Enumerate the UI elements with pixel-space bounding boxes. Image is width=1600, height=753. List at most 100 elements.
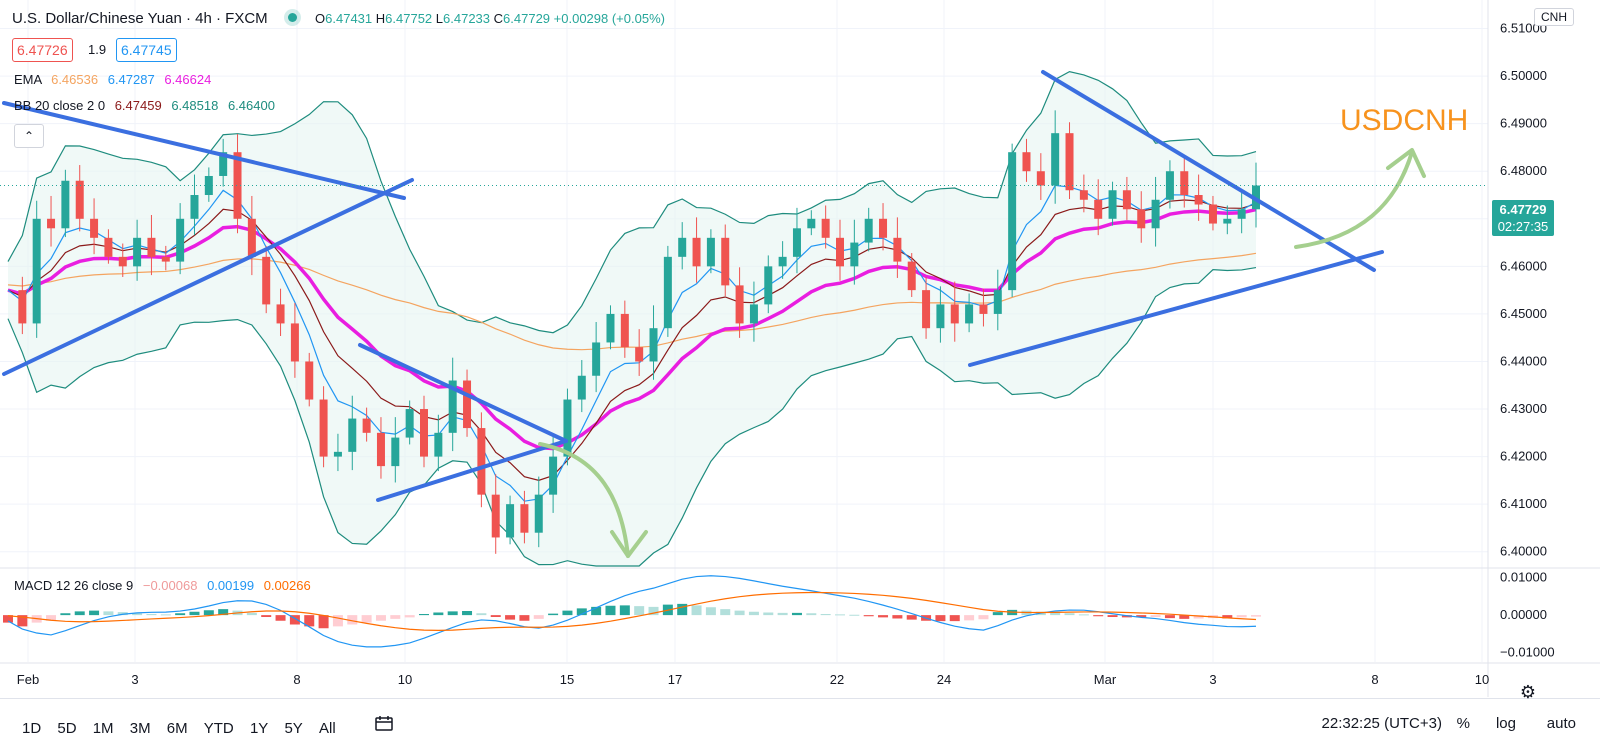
timeframe-5d[interactable]: 5D bbox=[57, 720, 77, 737]
macd-histogram-bar bbox=[419, 614, 429, 616]
auto-toggle[interactable]: auto bbox=[1546, 715, 1576, 732]
macd-histogram-bar bbox=[705, 607, 716, 616]
change-value: +0.00298 (+0.05%) bbox=[553, 11, 665, 26]
price-tick: 6.50000 bbox=[1500, 68, 1547, 83]
candle-body bbox=[219, 152, 228, 176]
candle-body bbox=[104, 237, 113, 257]
timeframe-1m[interactable]: 1M bbox=[92, 720, 114, 737]
macd-histogram-bar bbox=[1251, 615, 1261, 617]
timeframe-all[interactable]: All bbox=[319, 720, 336, 737]
price-tick: 6.44000 bbox=[1500, 353, 1547, 368]
collapse-legend-button[interactable]: ⌃ bbox=[14, 124, 44, 148]
macd-histogram-bar bbox=[390, 615, 401, 619]
macd-histogram-bar bbox=[720, 609, 731, 616]
candle-body bbox=[362, 418, 371, 433]
time-tick: 22 bbox=[830, 672, 844, 687]
price-tick: 6.48000 bbox=[1500, 163, 1547, 178]
symbol-title[interactable]: U.S. Dollar/Chinese Yuan · 4h · FXCM bbox=[12, 10, 268, 27]
bb-legend[interactable]: BB 20 close 2 0 6.47459 6.48518 6.46400 bbox=[14, 98, 275, 113]
macd-histogram-bar bbox=[964, 615, 975, 621]
macd-histogram-bar bbox=[591, 606, 602, 616]
pane-separator bbox=[0, 0, 1600, 697]
candle-body bbox=[577, 375, 586, 400]
macd-histogram-bar bbox=[806, 613, 817, 616]
price-tick: 6.49000 bbox=[1500, 116, 1547, 131]
macd-histogram-bar bbox=[17, 615, 28, 627]
time-tick: 8 bbox=[293, 672, 300, 687]
down-arrow-curve bbox=[538, 442, 630, 558]
percent-toggle[interactable]: % bbox=[1456, 715, 1470, 732]
candle-body bbox=[907, 261, 916, 291]
macd-histogram-bar bbox=[175, 613, 186, 616]
macd-legend[interactable]: MACD 12 26 close 9 −0.00068 0.00199 0.00… bbox=[14, 578, 311, 593]
candle-body bbox=[348, 418, 357, 452]
macd-histogram-bar bbox=[763, 612, 774, 616]
candle-body bbox=[305, 361, 314, 400]
candle-body bbox=[405, 409, 414, 438]
buy-price-button[interactable]: 6.47745 bbox=[116, 38, 177, 62]
macd-histogram-bar bbox=[576, 608, 587, 616]
price-axis: 6.510006.500006.490006.480006.470006.460… bbox=[1500, 21, 1555, 660]
candle-body bbox=[663, 256, 672, 329]
settings-icon[interactable]: ⚙ bbox=[1519, 682, 1536, 702]
macd-histogram-bar bbox=[1064, 613, 1075, 616]
candle-body bbox=[692, 237, 701, 267]
macd-histogram-bar bbox=[160, 614, 171, 616]
macd-histogram-bar bbox=[218, 609, 229, 616]
macd-signal-line bbox=[7, 591, 1257, 631]
ema-legend[interactable]: EMA 6.46536 6.47287 6.46624 bbox=[14, 72, 212, 87]
log-toggle[interactable]: log bbox=[1495, 715, 1516, 732]
macd-histogram-bar bbox=[476, 613, 487, 616]
macd-histogram-bar bbox=[318, 615, 329, 629]
ohlc-values: O6.47431 H6.47752 L6.47233 C6.47729 +0.0… bbox=[315, 11, 665, 26]
macd-histogram-bar bbox=[835, 614, 845, 616]
macd-histogram-bar bbox=[777, 612, 788, 616]
macd-histogram-bar bbox=[949, 615, 960, 622]
time-zone-clock[interactable]: 22:32:25 (UTC+3) bbox=[1321, 715, 1442, 732]
trend-line-triangle-support bbox=[968, 250, 1384, 367]
time-tick: 17 bbox=[668, 672, 682, 687]
timeframe-1y[interactable]: 1Y bbox=[249, 720, 269, 737]
timeframe-5y[interactable]: 5Y bbox=[284, 720, 303, 737]
candle-body bbox=[1094, 199, 1103, 219]
candle-body bbox=[1208, 204, 1217, 224]
macd-histogram-bar bbox=[820, 614, 831, 616]
candle-body bbox=[993, 290, 1002, 314]
candle-body bbox=[792, 228, 801, 257]
candle-body bbox=[821, 218, 830, 238]
candle-body bbox=[176, 218, 185, 262]
go-to-date-icon[interactable] bbox=[374, 715, 396, 737]
candle-body bbox=[678, 237, 687, 257]
timeframe-1d[interactable]: 1D bbox=[22, 720, 42, 737]
macd-histogram-bar bbox=[375, 615, 386, 621]
ema-long-line bbox=[7, 252, 1257, 351]
timeframe-3m[interactable]: 3M bbox=[129, 720, 151, 737]
sell-price-button[interactable]: 6.47726 bbox=[12, 38, 73, 62]
time-tick: 10 bbox=[398, 672, 412, 687]
macd-tick: 0.00000 bbox=[1500, 607, 1547, 622]
candle-body bbox=[190, 195, 199, 219]
candle-body bbox=[1065, 133, 1074, 191]
timeframe-6m[interactable]: 6M bbox=[166, 720, 188, 737]
ema-slow-line bbox=[7, 207, 1257, 451]
candle-body bbox=[778, 256, 787, 267]
timeframe-ytd[interactable]: YTD bbox=[203, 720, 234, 737]
candle-body bbox=[850, 242, 859, 267]
candle-body bbox=[1165, 171, 1174, 200]
macd-histogram-bar bbox=[691, 605, 702, 616]
currency-tag[interactable]: CNH bbox=[1534, 8, 1574, 26]
price-tick: 6.45000 bbox=[1500, 306, 1547, 321]
macd-histogram-bar bbox=[849, 614, 860, 616]
usdcnh-annotation: USDCNH bbox=[1340, 104, 1468, 137]
candle-body bbox=[420, 409, 428, 457]
price-tick: 6.43000 bbox=[1500, 401, 1547, 416]
macd-histogram-bar bbox=[1150, 615, 1161, 617]
macd-histogram-bar bbox=[1136, 615, 1147, 618]
spread-value: 1.9 bbox=[88, 42, 107, 57]
macd-histogram-bar bbox=[1222, 615, 1233, 619]
candle-body bbox=[391, 437, 400, 467]
macd-histogram-bar bbox=[533, 615, 544, 619]
candle-body bbox=[477, 428, 486, 495]
macd-histogram-bar bbox=[1078, 614, 1089, 616]
